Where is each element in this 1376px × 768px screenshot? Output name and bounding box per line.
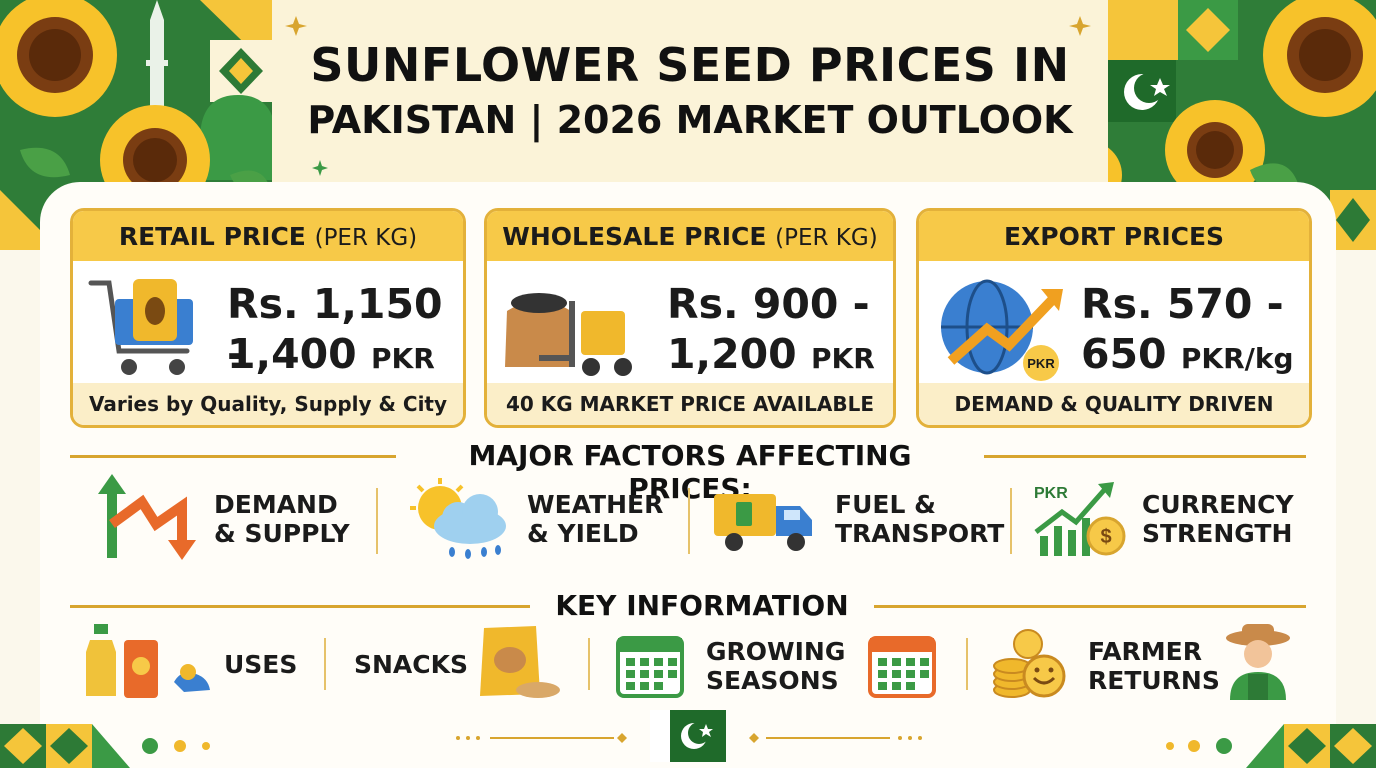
shopping-cart-icon [88, 279, 193, 375]
divider [688, 488, 690, 554]
info-line2: RETURNS [1088, 666, 1220, 695]
card-heading: EXPORT PRICES [919, 211, 1309, 261]
svg-text:$: $ [1100, 526, 1111, 548]
calendar-icon [868, 636, 936, 698]
fuel-truck-icon [714, 494, 812, 551]
forklift-icon [505, 293, 632, 376]
info-uses: USES [224, 650, 298, 679]
divider [588, 638, 590, 690]
factor-line1: DEMAND [214, 490, 338, 519]
factor-line1: CURRENCY [1142, 490, 1294, 519]
info-line1: GROWING [706, 637, 846, 666]
retail-price-unit: PKR [370, 342, 435, 375]
footer-decoration [0, 710, 1376, 768]
factor-fuel-transport: FUEL & TRANSPORT [835, 490, 1004, 548]
wholesale-price-line1: Rs. 900 - [667, 280, 870, 328]
weather-icon [410, 478, 506, 559]
oil-bottle-icon [86, 624, 210, 698]
factor-currency-strength: CURRENCY STRENGTH [1142, 490, 1294, 548]
factor-line2: & YIELD [527, 519, 639, 548]
wholesale-price-unit: PKR [810, 342, 875, 375]
coins-icon [993, 629, 1066, 698]
farmer-icon [1226, 624, 1290, 700]
export-card-footer: DEMAND & QUALITY DRIVEN [919, 383, 1309, 425]
info-growing-seasons: GROWING SEASONS [706, 637, 845, 695]
card-heading: WHOLESALE PRICE (PER KG) [487, 211, 893, 261]
sparkle-decoration [285, 16, 1091, 176]
calendar-icon [616, 636, 684, 698]
factor-line2: & SUPPLY [214, 519, 350, 548]
title-panel [272, 0, 1108, 200]
card-heading-suffix: (PER KG) [775, 225, 878, 251]
currency-chart-icon: PKR $ [1034, 482, 1126, 556]
export-price-unit: PKR/kg [1180, 342, 1294, 375]
factor-demand-supply: DEMAND & SUPPLY [214, 490, 350, 548]
globe-growth-icon: PKR [941, 279, 1063, 381]
factors-title: MAJOR FACTORS AFFECTING PRICES: [396, 439, 984, 505]
sunflower-icon [1165, 100, 1265, 200]
export-price-value: 650 [1081, 330, 1167, 378]
retail-card-footer: Varies by Quality, Supply & City [73, 383, 463, 425]
retail-price-line1: Rs. 1,150 - [227, 280, 443, 378]
divider [376, 488, 378, 554]
currency-chart-label: PKR [1034, 485, 1068, 502]
key-info-title: KEY INFORMATION [530, 589, 874, 622]
factor-line2: TRANSPORT [835, 519, 1005, 548]
factor-line1: FUEL & [835, 490, 936, 519]
card-heading-text: WHOLESALE PRICE [502, 222, 767, 251]
info-line2: SEASONS [706, 666, 839, 695]
wholesale-price-line2: 1,200 PKR [667, 329, 875, 384]
factor-line2: STRENGTH [1142, 519, 1293, 548]
card-heading-suffix: (PER KG) [314, 225, 418, 251]
card-heading-text: RETAIL PRICE [118, 222, 306, 251]
wholesale-price-value: 1,200 [667, 330, 797, 378]
retail-price-value: 1,400 [227, 330, 357, 378]
factor-line1: WEATHER [527, 490, 664, 519]
pakistan-flag-icon [650, 710, 726, 762]
up-down-arrows-icon [98, 474, 196, 560]
export-price-line1: Rs. 570 - [1081, 280, 1284, 328]
wholesale-price-card: WHOLESALE PRICE (PER KG) Rs. 900 - 1,200… [484, 208, 896, 428]
card-heading: RETAIL PRICE (PER KG) [73, 211, 463, 261]
retail-price-card: RETAIL PRICE (PER KG) Rs. 1,150 - 1,400 … [70, 208, 466, 428]
export-price-line2: 650 PKR/kg [1081, 329, 1294, 384]
divider [1010, 488, 1012, 554]
wholesale-card-footer: 40 KG MARKET PRICE AVAILABLE [487, 383, 893, 425]
factor-weather-yield: WEATHER & YIELD [527, 490, 663, 548]
sunflower-icon [0, 0, 117, 117]
divider [966, 638, 968, 690]
sunflower-icon [1263, 0, 1376, 117]
page-subtitle: PAKISTAN | 2026 MARKET OUTLOOK [307, 98, 1073, 142]
pkr-coin-label: PKR [1027, 356, 1055, 371]
page-title: SUNFLOWER SEED PRICES IN [310, 38, 1070, 92]
info-snacks: SNACKS [354, 650, 469, 679]
snack-bag-icon [480, 626, 560, 698]
divider [324, 638, 326, 690]
info-line1: FARMER [1088, 637, 1203, 666]
export-price-card: EXPORT PRICES PKR Rs. 570 - 650 PKR/kg D… [916, 208, 1312, 428]
retail-price-line2: 1,400 PKR [227, 329, 435, 384]
card-heading-text: EXPORT PRICES [1003, 222, 1225, 251]
info-farmer-returns: FARMER RETURNS [1088, 637, 1220, 695]
